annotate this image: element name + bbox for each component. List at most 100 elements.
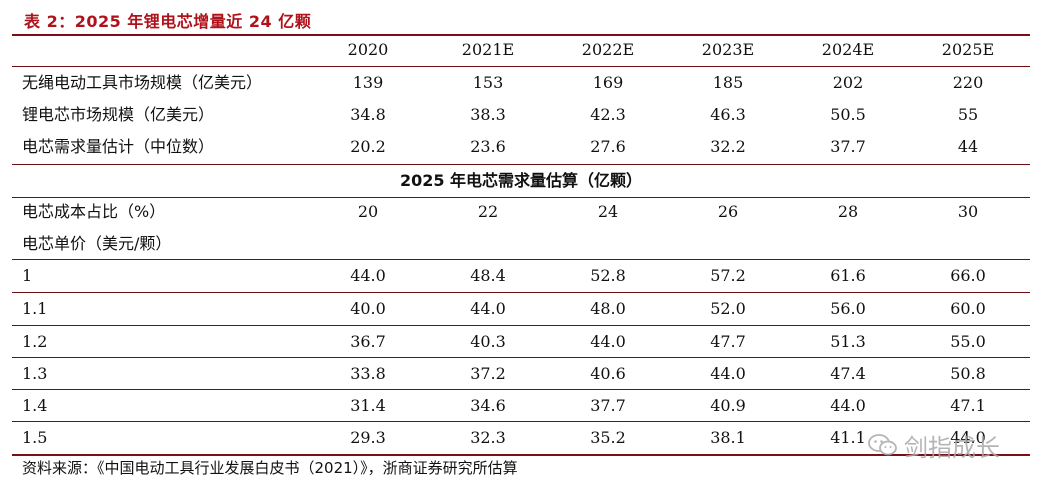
table-cell: 32.2 (710, 137, 746, 156)
table-cell: 44.0 (590, 332, 626, 351)
table-cell: 61.6 (830, 266, 866, 285)
year-header: 2025E (941, 40, 995, 59)
table-row: 1.2 36.7 40.3 44.0 47.7 51.3 55.0 (12, 326, 1030, 358)
table-cell: 57.2 (710, 266, 746, 285)
table-cell: 35.2 (590, 428, 626, 447)
table-cell: 44.0 (470, 299, 506, 318)
cost-share-row: 电芯成本占比（%） 20 22 24 26 28 30 (12, 196, 1030, 228)
watermark: 剑指成长 (868, 430, 1000, 462)
table-cell: 55.0 (950, 332, 986, 351)
table-cell: 185 (712, 73, 744, 92)
section-rule (12, 164, 1030, 165)
table-cell: 44.0 (710, 364, 746, 383)
year-header: 2020 (347, 40, 389, 59)
table-cell: 139 (352, 73, 384, 92)
table-cell: 40.3 (470, 332, 506, 351)
table-row: 1.3 33.8 37.2 40.6 44.0 47.4 50.8 (12, 358, 1030, 390)
table-cell: 34.6 (470, 396, 506, 415)
row-label: 1.5 (22, 428, 48, 447)
year-header: 2021E (461, 40, 515, 59)
table-caption: 表 2：2025 年锂电芯增量近 24 亿颗 (24, 12, 312, 31)
section-title-rule (12, 197, 1030, 198)
table-cell: 55 (957, 105, 979, 124)
table-cell: 22 (477, 202, 499, 221)
header-rule (12, 66, 1030, 67)
row-label: 电芯需求量估计（中位数） (22, 137, 215, 156)
table-cell: 44.0 (950, 428, 986, 447)
row-label: 电芯单价（美元/颗） (22, 234, 172, 253)
row-label: 1 (22, 266, 33, 285)
table-row: 锂电芯市场规模（亿美元） 34.8 38.3 42.3 46.3 50.5 55 (12, 99, 1030, 131)
row-label: 无绳电动工具市场规模（亿美元） (22, 73, 263, 92)
table-cell: 29.3 (350, 428, 386, 447)
table-cell: 38.1 (710, 428, 746, 447)
table-cell: 66.0 (950, 266, 986, 285)
table-cell: 47.1 (950, 396, 986, 415)
table-cell: 37.7 (590, 396, 626, 415)
table-row: 电芯需求量估计（中位数） 20.2 23.6 27.6 32.2 37.7 44 (12, 131, 1030, 163)
table-cell: 52.0 (710, 299, 746, 318)
table-cell: 20.2 (350, 137, 386, 156)
section-title: 2025 年电芯需求量估算（亿颗） (399, 171, 643, 190)
watermark-text: 剑指成长 (904, 433, 1000, 462)
row-rule (12, 325, 1030, 326)
row-label: 1.3 (22, 364, 48, 383)
table-row: 1.4 31.4 34.6 37.7 40.9 44.0 47.1 (12, 390, 1030, 422)
table-cell: 48.0 (590, 299, 626, 318)
row-rule (12, 357, 1030, 358)
top-rule (12, 34, 1030, 36)
row-label: 电芯成本占比（%） (22, 202, 166, 221)
year-header: 2024E (821, 40, 875, 59)
table-cell: 46.3 (710, 105, 746, 124)
table-cell: 30 (957, 202, 979, 221)
row-rule (12, 389, 1030, 390)
table-cell: 51.3 (830, 332, 866, 351)
table-cell: 20 (357, 202, 379, 221)
table-cell: 38.3 (470, 105, 506, 124)
table-cell: 41.1 (830, 428, 866, 447)
table-cell: 60.0 (950, 299, 986, 318)
table-cell: 52.8 (590, 266, 626, 285)
table-cell: 28 (837, 202, 859, 221)
table-cell: 23.6 (470, 137, 506, 156)
table-row: 1.5 29.3 32.3 35.2 38.1 41.1 44.0 (12, 422, 1030, 454)
table-row: 1.1 40.0 44.0 48.0 52.0 56.0 60.0 (12, 293, 1030, 325)
table-cell: 50.5 (830, 105, 866, 124)
row-label: 1.2 (22, 332, 48, 351)
table-row: 无绳电动工具市场规模（亿美元） 139 153 169 185 202 220 (12, 67, 1030, 99)
table-cell: 56.0 (830, 299, 866, 318)
table-cell: 42.3 (590, 105, 626, 124)
row-label: 锂电芯市场规模（亿美元） (22, 105, 215, 124)
table-cell: 48.4 (470, 266, 506, 285)
table-cell: 50.8 (950, 364, 986, 383)
header-row: 2020 2021E 2022E 2023E 2024E 2025E (12, 34, 1030, 66)
row-label: 1.1 (22, 299, 48, 318)
unit-price-rule (12, 259, 1030, 260)
table-cell: 26 (717, 202, 739, 221)
table-cell: 220 (952, 73, 984, 92)
table-cell: 34.8 (350, 105, 386, 124)
table-cell: 36.7 (350, 332, 386, 351)
table-row: 1 44.0 48.4 52.8 57.2 61.6 66.0 (12, 260, 1030, 292)
table-cell: 44 (957, 137, 979, 156)
bottom-rule (12, 454, 1030, 456)
table-cell: 47.4 (830, 364, 866, 383)
table-cell: 40.9 (710, 396, 746, 415)
table-cell: 202 (832, 73, 864, 92)
table-cell: 31.4 (350, 396, 386, 415)
table-cell: 44.0 (830, 396, 866, 415)
year-header: 2022E (581, 40, 635, 59)
table-cell: 40.0 (350, 299, 386, 318)
table-cell: 40.6 (590, 364, 626, 383)
unit-price-row: 电芯单价（美元/颗） (12, 228, 1030, 260)
wechat-icon (868, 434, 897, 456)
table-cell: 24 (597, 202, 619, 221)
year-header: 2023E (701, 40, 755, 59)
source-note: 资料来源：《中国电动工具行业发展白皮书（2021）》，浙商证券研究所估算 (22, 459, 518, 477)
table-cell: 153 (472, 73, 504, 92)
table-cell: 44.0 (350, 266, 386, 285)
table-cell: 32.3 (470, 428, 506, 447)
row-rule (12, 292, 1030, 293)
table-cell: 27.6 (590, 137, 626, 156)
table-cell: 169 (592, 73, 624, 92)
